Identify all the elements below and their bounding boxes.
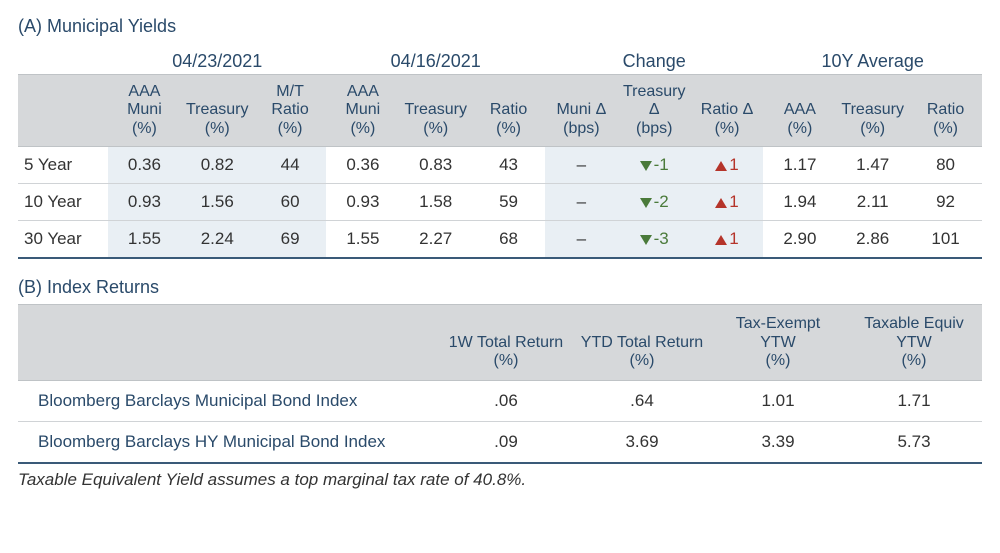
table-row: 5 Year0.360.82440.360.8343–-111.171.4780: [18, 147, 982, 184]
up-triangle-icon: [715, 235, 727, 245]
value-cell: 101: [909, 221, 982, 259]
table-row: 10 Year0.931.56600.931.5859–-211.942.119…: [18, 184, 982, 221]
col-header: Ratio(%): [909, 75, 982, 147]
value-cell: 0.93: [326, 184, 399, 221]
value-cell: 43: [472, 147, 545, 184]
col-header: Taxable Equiv YTW(%): [846, 305, 982, 381]
value-cell: 68: [472, 221, 545, 259]
value-cell: 1.56: [181, 184, 254, 221]
value-cell: 0.82: [181, 147, 254, 184]
col-header: YTD Total Return(%): [574, 305, 710, 381]
col-header: Treasury(%): [399, 75, 472, 147]
col-header: AAA Muni(%): [108, 75, 181, 147]
value-cell: 0.93: [108, 184, 181, 221]
value-cell: 2.27: [399, 221, 472, 259]
value-cell: 2.90: [763, 221, 836, 259]
value-cell: 44: [254, 147, 327, 184]
tenor-label: 10 Year: [18, 184, 108, 221]
tenor-label: 30 Year: [18, 221, 108, 259]
delta-cell: -3: [618, 221, 691, 259]
column-header-row: 1W Total Return(%) YTD Total Return(%) T…: [18, 305, 982, 381]
group-header: Change: [545, 43, 763, 75]
value-cell: 60: [254, 184, 327, 221]
value-cell: 0.36: [108, 147, 181, 184]
group-header: 04/16/2021: [326, 43, 544, 75]
value-cell: 2.24: [181, 221, 254, 259]
value-cell: 1.55: [326, 221, 399, 259]
index-name: Bloomberg Barclays HY Municipal Bond Ind…: [18, 422, 438, 464]
col-header: Ratio(%): [472, 75, 545, 147]
footnote: Taxable Equivalent Yield assumes a top m…: [18, 470, 982, 490]
municipal-yields-table: 04/23/2021 04/16/2021 Change 10Y Average…: [18, 43, 982, 259]
tenor-label: 5 Year: [18, 147, 108, 184]
col-header: Treasury Δ(bps): [618, 75, 691, 147]
section-a-title: (A) Municipal Yields: [18, 16, 982, 37]
up-triangle-icon: [715, 198, 727, 208]
value-cell: 2.86: [836, 221, 909, 259]
group-header: 10Y Average: [763, 43, 982, 75]
value-cell: 1.71: [846, 381, 982, 422]
table-row: Bloomberg Barclays HY Municipal Bond Ind…: [18, 422, 982, 464]
value-cell: 3.69: [574, 422, 710, 464]
delta-cell: 1: [691, 147, 764, 184]
value-cell: 59: [472, 184, 545, 221]
delta-cell: -1: [618, 147, 691, 184]
delta-cell: –: [545, 184, 618, 221]
value-cell: 1.17: [763, 147, 836, 184]
down-triangle-icon: [640, 235, 652, 245]
up-triangle-icon: [715, 161, 727, 171]
col-header: AAA(%): [763, 75, 836, 147]
index-returns-table: 1W Total Return(%) YTD Total Return(%) T…: [18, 304, 982, 464]
value-cell: .06: [438, 381, 574, 422]
down-triangle-icon: [640, 161, 652, 171]
value-cell: 3.39: [710, 422, 846, 464]
col-header: M/T Ratio(%): [254, 75, 327, 147]
value-cell: 0.36: [326, 147, 399, 184]
col-header: Ratio Δ(%): [691, 75, 764, 147]
table-row: Bloomberg Barclays Municipal Bond Index.…: [18, 381, 982, 422]
group-header: 04/23/2021: [108, 43, 326, 75]
value-cell: 1.55: [108, 221, 181, 259]
section-b-title: (B) Index Returns: [18, 277, 982, 298]
value-cell: 1.47: [836, 147, 909, 184]
col-header: Treasury(%): [836, 75, 909, 147]
delta-cell: 1: [691, 221, 764, 259]
down-triangle-icon: [640, 198, 652, 208]
value-cell: 2.11: [836, 184, 909, 221]
value-cell: .64: [574, 381, 710, 422]
delta-cell: 1: [691, 184, 764, 221]
value-cell: 5.73: [846, 422, 982, 464]
col-header: Tax-Exempt YTW(%): [710, 305, 846, 381]
col-header: Muni Δ(bps): [545, 75, 618, 147]
value-cell: 80: [909, 147, 982, 184]
value-cell: 92: [909, 184, 982, 221]
value-cell: 1.01: [710, 381, 846, 422]
col-header: AAA Muni(%): [326, 75, 399, 147]
value-cell: 0.83: [399, 147, 472, 184]
value-cell: 69: [254, 221, 327, 259]
delta-cell: –: [545, 221, 618, 259]
table-row: 30 Year1.552.24691.552.2768–-312.902.861…: [18, 221, 982, 259]
group-header-row: 04/23/2021 04/16/2021 Change 10Y Average: [18, 43, 982, 75]
col-header: Treasury(%): [181, 75, 254, 147]
value-cell: 1.58: [399, 184, 472, 221]
index-name: Bloomberg Barclays Municipal Bond Index: [18, 381, 438, 422]
delta-cell: –: [545, 147, 618, 184]
value-cell: .09: [438, 422, 574, 464]
value-cell: 1.94: [763, 184, 836, 221]
col-header: 1W Total Return(%): [438, 305, 574, 381]
delta-cell: -2: [618, 184, 691, 221]
column-header-row: AAA Muni(%) Treasury(%) M/T Ratio(%) AAA…: [18, 75, 982, 147]
